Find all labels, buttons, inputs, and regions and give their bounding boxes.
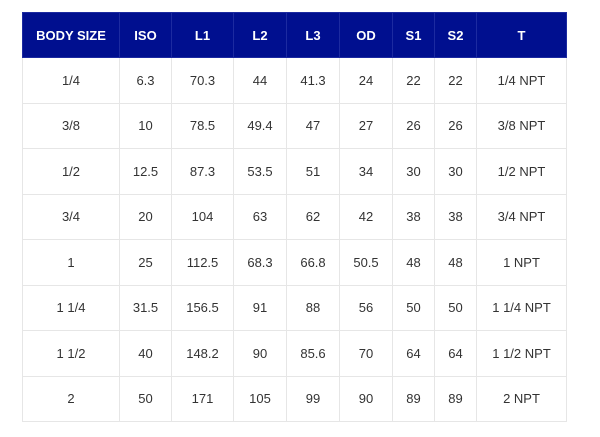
cell-l1: 104 [171,193,234,240]
header-l2: L2 [233,12,287,58]
table-row: 3/4 20 104 63 62 42 38 38 3/4 NPT [22,193,567,240]
cell-s1: 48 [392,239,435,286]
cell-s1: 22 [392,57,435,104]
cell-l1: 87.3 [171,148,234,195]
table-row: 1/2 12.5 87.3 53.5 51 34 30 30 1/2 NPT [22,148,567,195]
cell-body-size: 1 1/4 [22,284,120,331]
cell-l3: 85.6 [286,330,340,377]
cell-l3: 99 [286,375,340,422]
header-iso: ISO [119,12,172,58]
cell-od: 24 [339,57,393,104]
dimension-table: BODY SIZE ISO L1 L2 L3 OD S1 S2 T 1/4 6.3… [22,12,567,422]
cell-body-size: 3/4 [22,193,120,240]
cell-od: 42 [339,193,393,240]
header-body-size: BODY SIZE [22,12,120,58]
cell-t: 1 1/4 NPT [476,284,567,331]
cell-iso: 6.3 [119,57,172,104]
cell-s2: 22 [434,57,477,104]
table-row: 3/8 10 78.5 49.4 47 27 26 26 3/8 NPT [22,102,567,149]
header-l3: L3 [286,12,340,58]
cell-s1: 50 [392,284,435,331]
cell-body-size: 1/2 [22,148,120,195]
cell-l3: 51 [286,148,340,195]
table-body: 1/4 6.3 70.3 44 41.3 24 22 22 1/4 NPT 3/8 10 78.5 49… [22,57,567,422]
cell-t: 1/2 NPT [476,148,567,195]
dimension-table-container: BODY SIZE ISO L1 L2 L3 OD S1 S2 T 1/4 6.3… [22,12,567,422]
cell-body-size: 1 1/2 [22,330,120,377]
cell-t: 3/8 NPT [476,102,567,149]
cell-od: 70 [339,330,393,377]
cell-iso: 25 [119,239,172,286]
cell-iso: 10 [119,102,172,149]
cell-od: 50.5 [339,239,393,286]
table-row: 1 1/4 31.5 156.5 91 88 56 50 50 1 1/4 NPT [22,284,567,331]
cell-s1: 64 [392,330,435,377]
cell-iso: 12.5 [119,148,172,195]
cell-l1: 112.5 [171,239,234,286]
cell-l1: 70.3 [171,57,234,104]
table-row: 1 1/2 40 148.2 90 85.6 70 64 64 1 1/2 NPT [22,330,567,377]
header-s2: S2 [434,12,477,58]
header-od: OD [339,12,393,58]
cell-body-size: 1/4 [22,57,120,104]
cell-s2: 30 [434,148,477,195]
cell-l3: 62 [286,193,340,240]
cell-l3: 41.3 [286,57,340,104]
cell-t: 2 NPT [476,375,567,422]
cell-l2: 68.3 [233,239,287,286]
header-s1: S1 [392,12,435,58]
cell-l2: 49.4 [233,102,287,149]
cell-iso: 50 [119,375,172,422]
cell-t: 3/4 NPT [476,193,567,240]
cell-s2: 50 [434,284,477,331]
cell-s2: 89 [434,375,477,422]
table-row: 1 25 112.5 68.3 66.8 50.5 48 48 1 NPT [22,239,567,286]
cell-l2: 63 [233,193,287,240]
cell-l2: 44 [233,57,287,104]
cell-l1: 171 [171,375,234,422]
cell-l1: 148.2 [171,330,234,377]
cell-s1: 30 [392,148,435,195]
header-t: T [476,12,567,58]
cell-body-size: 3/8 [22,102,120,149]
cell-s2: 64 [434,330,477,377]
cell-iso: 31.5 [119,284,172,331]
cell-l1: 78.5 [171,102,234,149]
cell-od: 27 [339,102,393,149]
cell-iso: 40 [119,330,172,377]
cell-body-size: 1 [22,239,120,286]
cell-s1: 26 [392,102,435,149]
cell-s2: 48 [434,239,477,286]
cell-l2: 53.5 [233,148,287,195]
cell-l3: 47 [286,102,340,149]
cell-l2: 91 [233,284,287,331]
cell-iso: 20 [119,193,172,240]
cell-od: 34 [339,148,393,195]
cell-od: 56 [339,284,393,331]
cell-od: 90 [339,375,393,422]
cell-s1: 38 [392,193,435,240]
header-l1: L1 [171,12,234,58]
cell-t: 1 1/2 NPT [476,330,567,377]
cell-l3: 66.8 [286,239,340,286]
cell-s2: 26 [434,102,477,149]
cell-l2: 90 [233,330,287,377]
cell-body-size: 2 [22,375,120,422]
cell-l2: 105 [233,375,287,422]
cell-l3: 88 [286,284,340,331]
table-row: 1/4 6.3 70.3 44 41.3 24 22 22 1/4 NPT [22,57,567,104]
cell-s1: 89 [392,375,435,422]
cell-t: 1/4 NPT [476,57,567,104]
cell-s2: 38 [434,193,477,240]
table-header-row: BODY SIZE ISO L1 L2 L3 OD S1 S2 T [22,12,567,58]
cell-t: 1 NPT [476,239,567,286]
cell-l1: 156.5 [171,284,234,331]
table-row: 2 50 171 105 99 90 89 89 2 NPT [22,375,567,422]
